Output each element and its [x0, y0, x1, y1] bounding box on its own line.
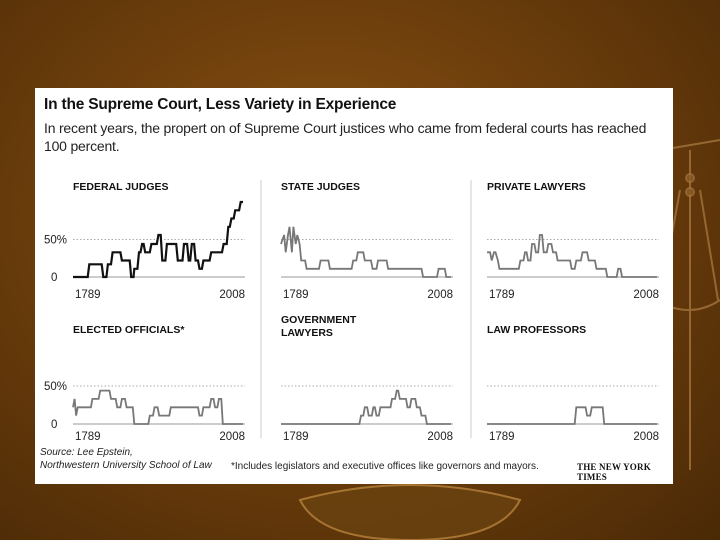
x-tick-label: 1789 — [283, 289, 309, 301]
panel-title: GOVERNMENT LAWYERS — [281, 314, 357, 339]
x-tick-label: 2008 — [219, 431, 245, 443]
y-tick-label: 0 — [51, 419, 57, 431]
x-tick-label: 2008 — [633, 289, 659, 301]
panel-title: PRIVATE LAWYERS — [487, 181, 586, 193]
bowl-icon — [298, 484, 522, 540]
infographic-panel: In the Supreme Court, Less Variety in Ex… — [35, 88, 673, 484]
footnote: *Includes legislators and executive offi… — [231, 461, 539, 472]
x-tick-label: 1789 — [489, 431, 515, 443]
source-note: Source: Lee Epstein, Northwestern Univer… — [40, 446, 212, 472]
series-line — [280, 226, 451, 278]
x-tick-label: 2008 — [427, 289, 453, 301]
panel-title: STATE JUDGES — [281, 181, 360, 193]
source-line-2: Northwestern University School of Law — [40, 460, 212, 471]
panel-title: ELECTED OFFICIALS* — [73, 324, 185, 336]
x-tick-label: 2008 — [219, 289, 245, 301]
source-line-1: Source: Lee Epstein, — [40, 447, 133, 458]
graphic-title: In the Supreme Court, Less Variety in Ex… — [44, 96, 397, 113]
x-tick-label: 1789 — [75, 289, 101, 301]
series-line — [281, 389, 451, 425]
series-line — [487, 406, 657, 425]
x-tick-label: 1789 — [489, 289, 515, 301]
y-tick-label: 0 — [51, 272, 57, 284]
y-tick-label: 50% — [44, 235, 67, 247]
panel-title: LAW PROFESSORS — [487, 324, 586, 336]
series-line — [72, 389, 243, 425]
x-tick-label: 1789 — [283, 431, 309, 443]
small-multiples-charts: FEDERAL JUDGES 50% 0 1789 2008 STATE JUDGES 17… — [44, 180, 659, 443]
graphic-subtitle: In recent years, the propert on of Supre… — [44, 120, 647, 154]
x-tick-label: 2008 — [633, 431, 659, 443]
y-tick-label: 50% — [44, 381, 67, 393]
series-line — [73, 200, 243, 279]
newspaper-credit: THE NEW YORK TIMES — [577, 462, 651, 482]
series-line — [487, 234, 657, 278]
x-tick-label: 1789 — [75, 431, 101, 443]
panel-title: FEDERAL JUDGES — [73, 181, 169, 193]
x-tick-label: 2008 — [427, 431, 453, 443]
